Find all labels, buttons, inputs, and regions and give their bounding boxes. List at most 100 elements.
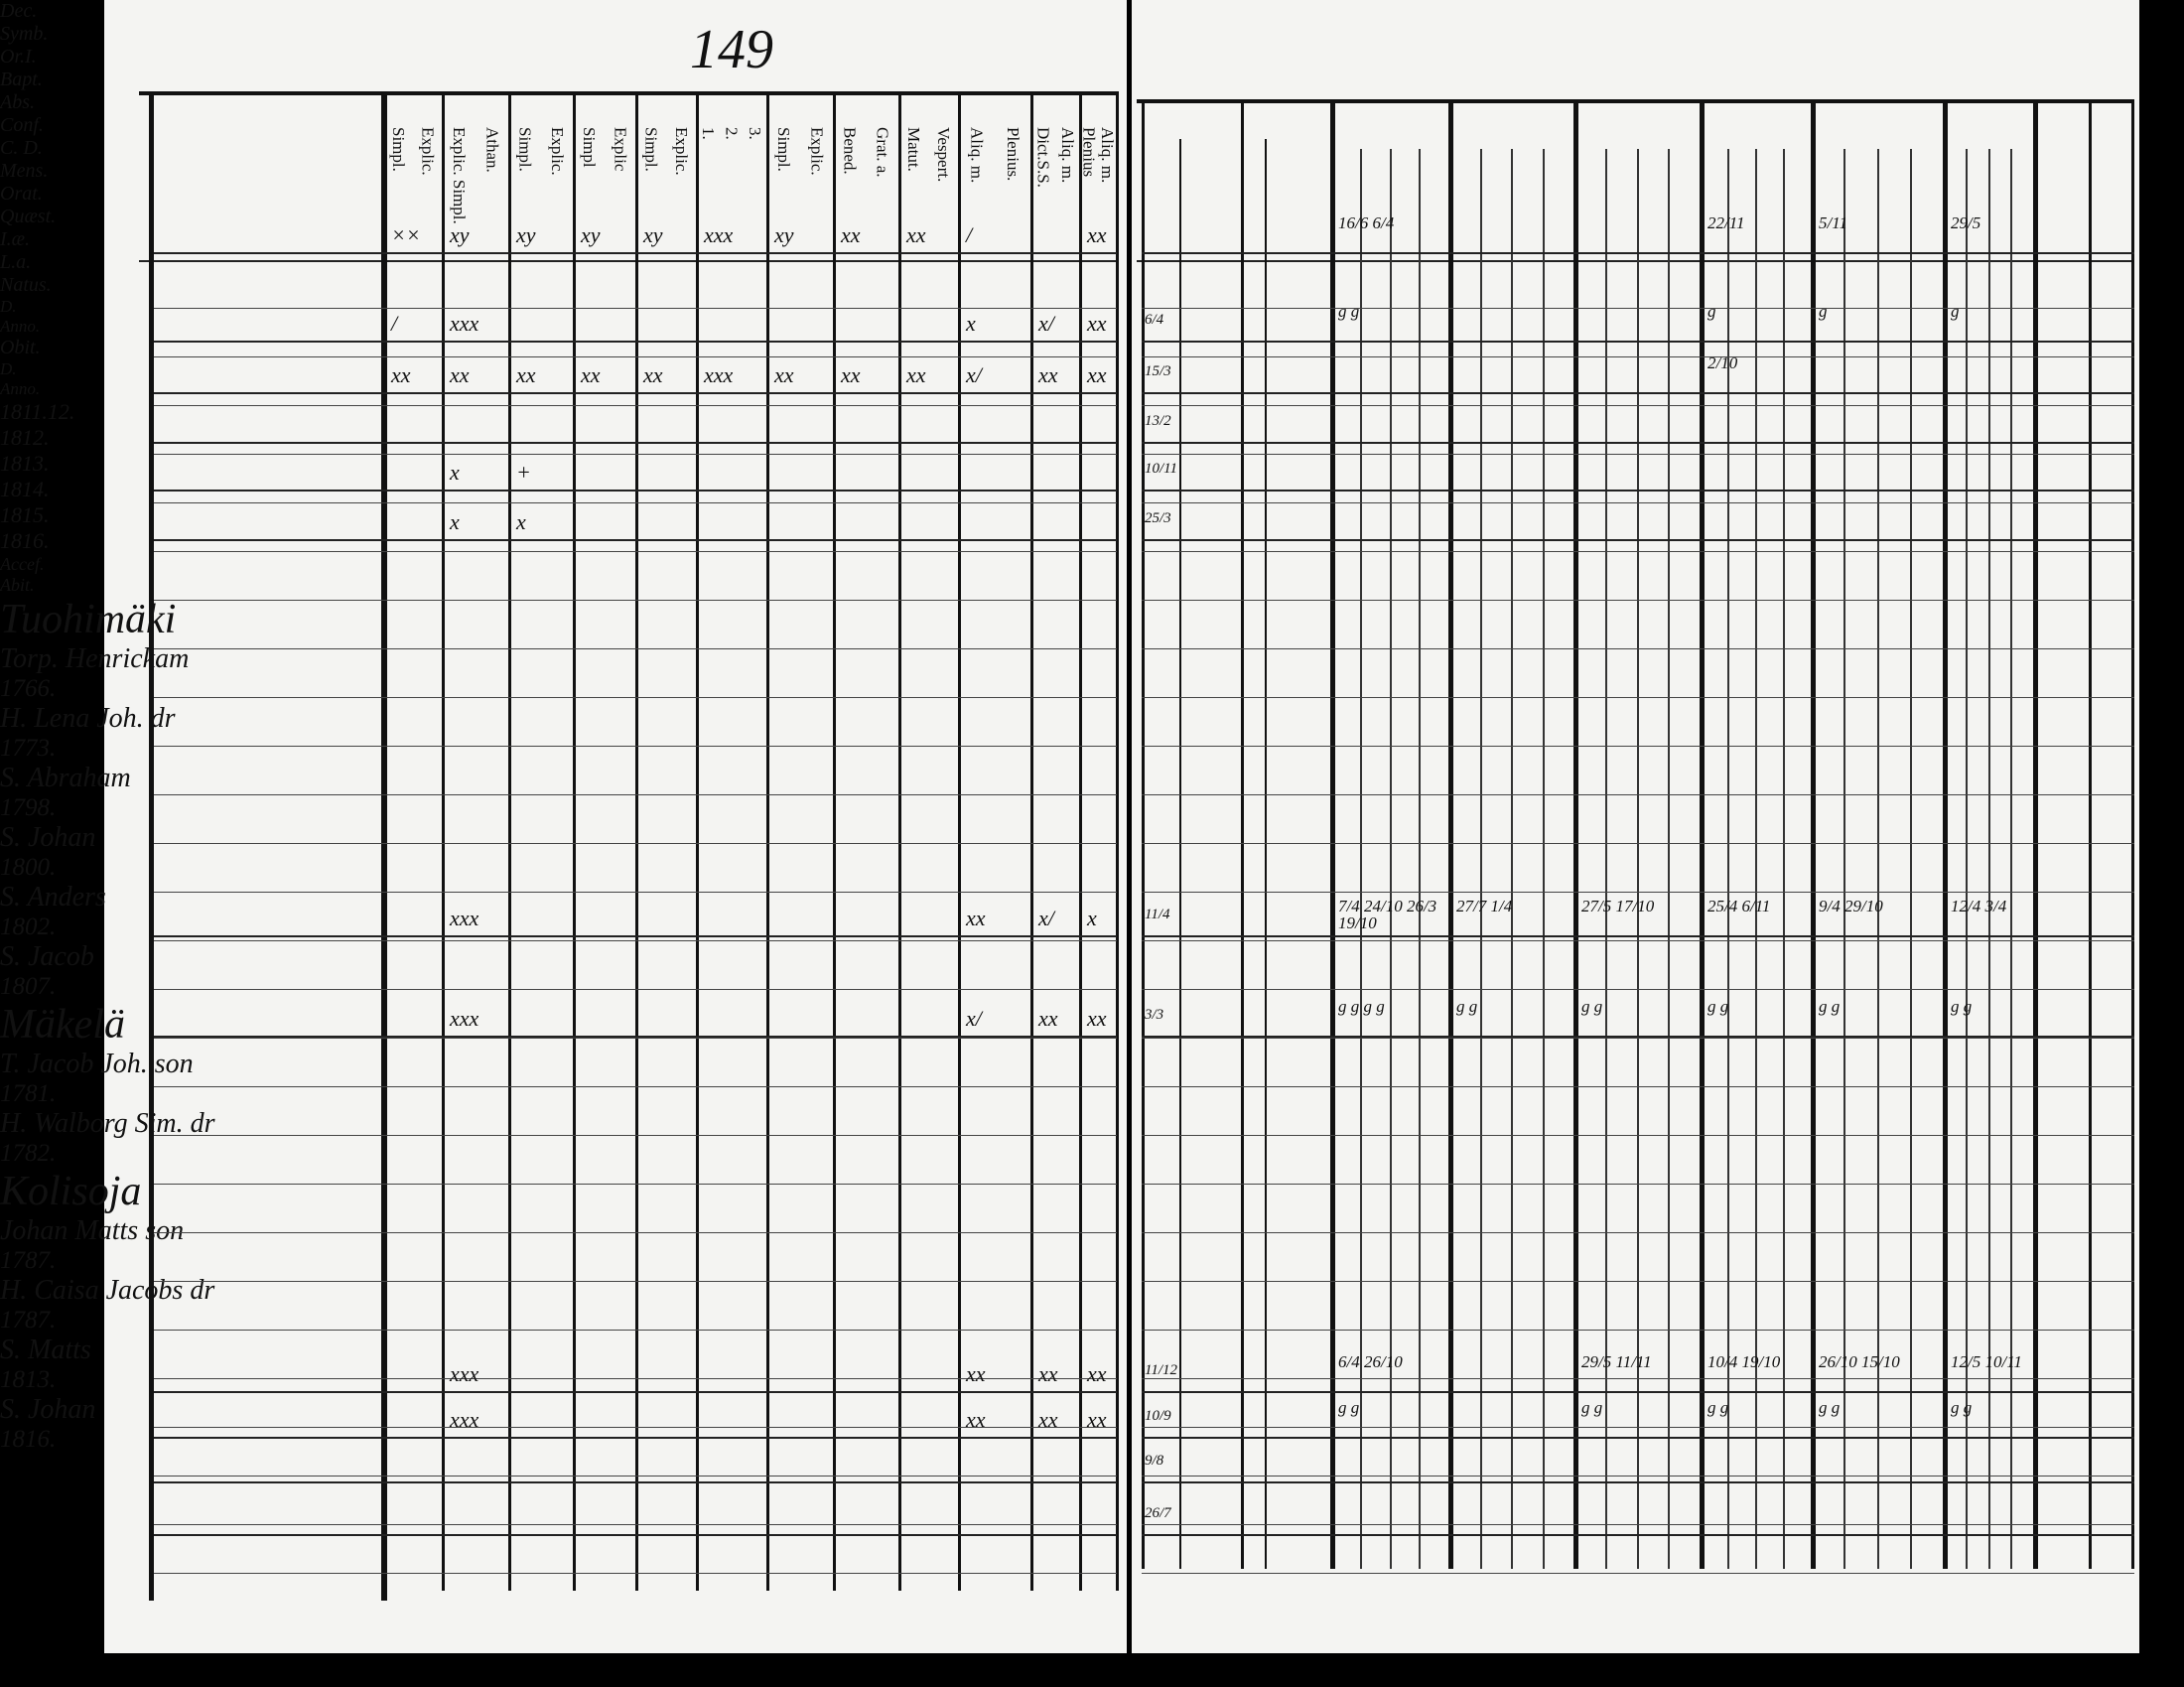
row-rule: [1142, 1427, 2134, 1428]
examination-entry: g: [1951, 302, 1960, 321]
year-sub-rule: [1511, 149, 1513, 1569]
birth-day-month: 10/11: [1145, 461, 1178, 477]
year-sub-rule: [1479, 149, 1482, 1569]
row-rule: [1142, 405, 2134, 406]
examination-entry: g g: [1951, 1398, 1973, 1417]
year-sub-rule: [1909, 149, 1912, 1569]
row-rule: [154, 989, 1117, 990]
year-sub-rule: [1542, 149, 1545, 1569]
farm-name: Mäkelä: [0, 1002, 125, 1048]
column-subheader: Explic. Simpl.: [449, 127, 469, 224]
row-rule: [1142, 648, 2134, 649]
right-column-rule: [2131, 99, 2134, 1569]
entry-rule: [154, 935, 1117, 937]
entry-rule: [154, 252, 1117, 254]
column-header: Or.I.: [0, 46, 37, 68]
row-rule: [154, 308, 1117, 309]
row-rule: [1142, 1038, 2134, 1039]
entry-rule: [1142, 490, 2134, 492]
natus-header: Natus.: [0, 274, 52, 296]
farm-name: Tuohimäki: [0, 597, 177, 642]
column-subheader: Matut.: [904, 127, 923, 172]
examination-entry: 2/10: [1707, 353, 1738, 372]
right-page: [1132, 0, 2139, 1653]
right-column-rule: [1700, 99, 1705, 1569]
birth-year: 1802.: [0, 914, 57, 940]
row-rule: [154, 502, 1117, 503]
catechism-mark: xx: [966, 906, 986, 930]
year-sub-rule: [1359, 149, 1362, 1569]
sub-column-rule: [1265, 139, 1267, 1569]
birth-year: 1787.: [0, 1307, 57, 1334]
column-subheader: Simpl.: [388, 127, 408, 172]
year-sub-rule: [1876, 149, 1879, 1569]
row-rule: [1142, 308, 2134, 309]
column-subheader: Simpl: [579, 127, 599, 168]
row-rule: [1142, 892, 2134, 893]
row-rule: [154, 1573, 1117, 1574]
person-name: S. Jacob: [0, 941, 94, 972]
entry-rule: [154, 392, 1117, 394]
catechism-mark: xx: [1038, 1407, 1058, 1432]
person-name: Johan Matts son: [0, 1215, 185, 1246]
column-header: Dec.: [0, 0, 38, 22]
catechism-mark: xx: [906, 362, 926, 387]
entry-rule: [154, 1437, 1117, 1439]
examination-entry: 7/4 24/10 26/3 19/10: [1338, 897, 1437, 932]
header-top-rule: [139, 91, 1117, 95]
examination-entry: 5/11: [1819, 213, 1847, 232]
birth-day-month: 3/3: [1145, 1007, 1164, 1023]
row-rule: [154, 1038, 1117, 1039]
catechism-mark: x: [516, 509, 526, 534]
column-header: L.a.: [0, 251, 32, 273]
column-header: Symb.: [0, 23, 49, 45]
examination-entry: 12/5 10/11: [1951, 1352, 2022, 1371]
year-sub-rule: [1843, 149, 1846, 1569]
column-header: Quæst.: [0, 206, 57, 227]
catechism-mark: xxx: [450, 311, 479, 336]
row-rule: [1142, 600, 2134, 601]
catechism-mark: xxx: [704, 362, 734, 387]
birth-day-month: 10/9: [1145, 1408, 1171, 1424]
column-subheader: Aliq. m.: [1097, 127, 1117, 184]
row-rule: [1142, 697, 2134, 698]
year-sub-rule: [1965, 149, 1968, 1569]
examination-entry: 22/11: [1707, 213, 1745, 232]
column-rule: [573, 91, 576, 1591]
catechism-mark: xx: [450, 362, 470, 387]
year-sub-rule: [1389, 149, 1392, 1569]
row-rule: [154, 648, 1117, 649]
row-rule: [1142, 794, 2134, 795]
row-rule: [154, 697, 1117, 698]
catechism-mark: xx: [906, 222, 926, 247]
catechism-mark: xx: [841, 362, 861, 387]
row-rule: [154, 454, 1117, 455]
row-rule: [154, 794, 1117, 795]
entry-rule: [154, 442, 1117, 444]
column-subheader: 1.: [698, 127, 718, 140]
row-rule: [1142, 1330, 2134, 1331]
column-header: Conf.: [0, 114, 44, 136]
entry-rule: [154, 490, 1117, 492]
row-rule: [154, 1330, 1117, 1331]
birth-year: 1816.: [0, 1426, 57, 1453]
person-name: S. Johan: [0, 822, 96, 853]
column-subheader: Simpl.: [515, 127, 535, 172]
person-name: S. Matts: [0, 1335, 91, 1365]
year-sub-rule: [1727, 149, 1729, 1569]
row-rule: [1142, 356, 2134, 357]
column-rule: [898, 91, 901, 1591]
row-rule: [154, 1427, 1117, 1428]
right-column-rule: [1241, 99, 1244, 1569]
row-rule: [1142, 1184, 2134, 1185]
year-sub-rule: [1783, 149, 1785, 1569]
column-subheader: Aliq. m.: [967, 127, 987, 184]
catechism-mark: xxx: [450, 906, 479, 930]
catechism-mark: xy: [450, 222, 470, 247]
examination-entry: g g: [1707, 1398, 1729, 1417]
birth-year: 1807.: [0, 973, 57, 1000]
row-rule: [1142, 1086, 2134, 1087]
year-header: 1813.: [0, 451, 50, 476]
year-sub-rule: [1604, 149, 1607, 1569]
column-rule: [508, 91, 511, 1591]
